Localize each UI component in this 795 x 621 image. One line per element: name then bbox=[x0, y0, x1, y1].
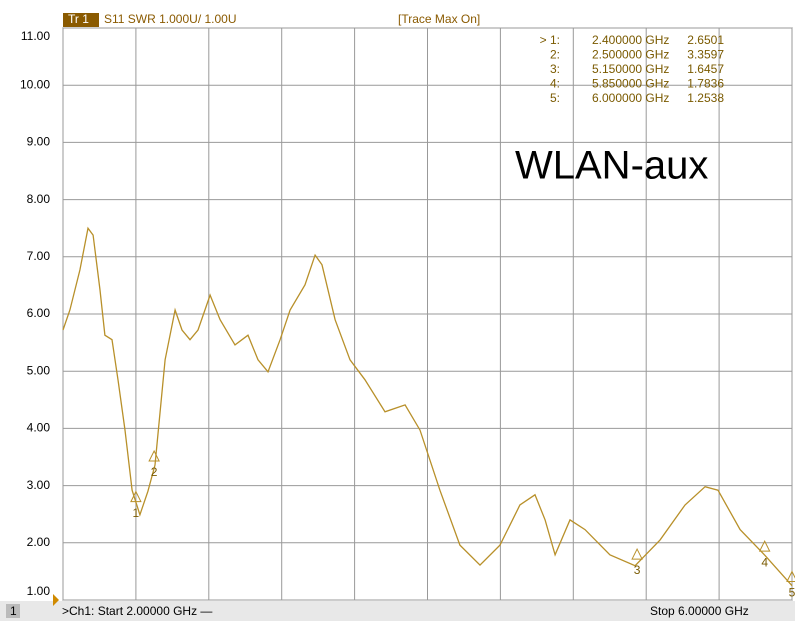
y-tick-label: 6.00 bbox=[27, 306, 51, 320]
trace bbox=[62, 226, 793, 587]
y-tick-label: 1.00 bbox=[27, 584, 51, 598]
marker bbox=[631, 547, 643, 560]
marker bbox=[148, 449, 160, 462]
marker bbox=[130, 490, 142, 503]
y-tick-label: 8.00 bbox=[27, 192, 51, 206]
trace-label: Tr 1 bbox=[68, 12, 89, 26]
marker-table-label: 2: bbox=[550, 48, 560, 62]
y-tick-label: 11.00 bbox=[21, 29, 50, 43]
marker-table-value: 1.7836 bbox=[687, 77, 724, 91]
marker-table-label: > 1: bbox=[540, 33, 560, 47]
trace-badge bbox=[63, 13, 99, 27]
y-tick-label: 7.00 bbox=[27, 249, 51, 263]
marker bbox=[758, 540, 771, 552]
marker-table-label: 5: bbox=[550, 91, 560, 105]
marker-table-value: 3.3597 bbox=[687, 48, 724, 62]
annotation: WLAN-aux bbox=[515, 144, 708, 188]
marker-name: 1 bbox=[133, 506, 140, 520]
plot bbox=[62, 27, 795, 601]
y-tick-label: 10.00 bbox=[20, 77, 50, 91]
marker-table-x: 2.400000 GHz bbox=[592, 33, 669, 47]
marker-table-value: 1.2538 bbox=[687, 91, 724, 105]
marker-table-label: 4: bbox=[550, 77, 560, 91]
marker-table-x: 5.150000 GHz bbox=[592, 62, 669, 76]
channel-badge bbox=[6, 604, 20, 618]
start-label: >Ch1: Start 2.00000 GHz — bbox=[62, 604, 212, 618]
marker-table-x: 2.500000 GHz bbox=[592, 48, 669, 62]
y-tick-label: 3.00 bbox=[27, 478, 51, 492]
footer-bar bbox=[0, 601, 795, 621]
channel: 1 bbox=[10, 604, 17, 618]
marker-table-value: 1.6457 bbox=[687, 62, 724, 76]
status: [Trace Max On] bbox=[398, 12, 480, 26]
measurement: S11 SWR 1.000U/ 1.00U bbox=[104, 12, 237, 26]
marker-table-label: 3: bbox=[550, 62, 560, 76]
marker-name: 2 bbox=[151, 465, 158, 479]
marker-table-x: 6.000000 GHz bbox=[592, 91, 669, 105]
y-tick-label: 5.00 bbox=[27, 363, 51, 377]
y-tick-label: 4.00 bbox=[27, 421, 51, 435]
stop-label: Stop 6.00000 GHz bbox=[650, 604, 749, 618]
y-tick-label: 9.00 bbox=[27, 135, 51, 149]
marker-name: 4 bbox=[761, 555, 768, 569]
y-tick-label: 2.00 bbox=[27, 535, 51, 549]
marker-table-x: 5.850000 GHz bbox=[592, 77, 669, 91]
marker-name: 3 bbox=[634, 563, 641, 577]
start-arrow bbox=[53, 594, 59, 606]
marker-table-value: 2.6501 bbox=[687, 33, 724, 47]
marker-name: 5 bbox=[789, 586, 795, 600]
